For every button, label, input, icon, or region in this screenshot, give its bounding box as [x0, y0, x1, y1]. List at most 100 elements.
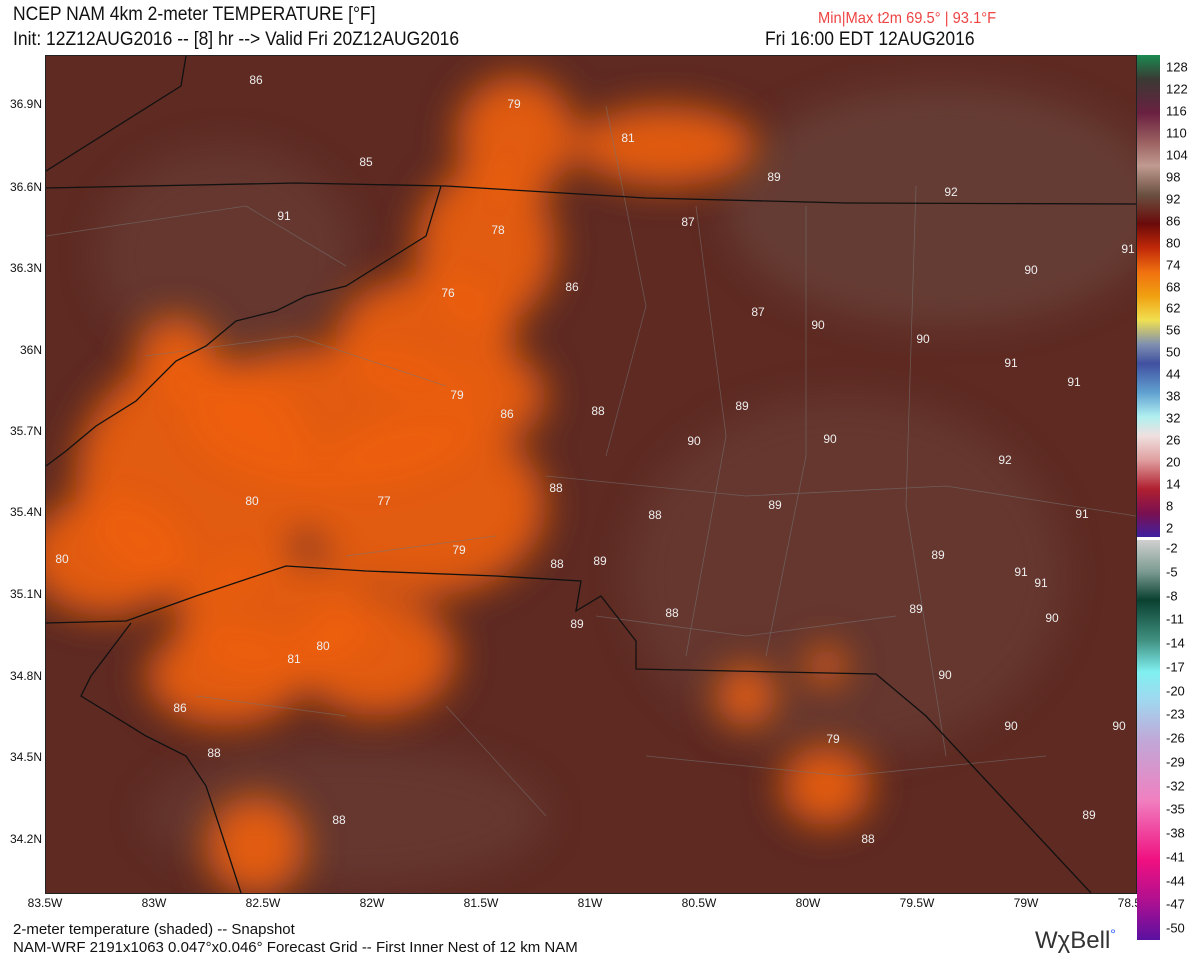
- latitude-label: 34.5N: [9, 750, 42, 764]
- colorbar-tick-label: 116: [1166, 103, 1187, 119]
- map-title: NCEP NAM 4km 2-meter TEMPERATURE [°F]: [13, 4, 376, 25]
- colorbar-tick-label: 8: [1166, 498, 1174, 514]
- min-max-readout: Min|Max t2m 69.5° | 93.1°F: [818, 10, 997, 27]
- warm-area: [146, 626, 306, 726]
- colorbar-tick-label: 98: [1166, 169, 1181, 185]
- temperature-label: 88: [332, 813, 346, 827]
- temperature-label: 89: [909, 602, 923, 616]
- colorbar-tick-label: 38: [1166, 388, 1181, 404]
- temperature-label: 91: [277, 209, 291, 223]
- colorbar-tick-label: 32: [1166, 410, 1181, 426]
- longitude-label: 79W: [1013, 896, 1039, 910]
- temperature-label: 90: [938, 668, 952, 682]
- warm-shading: [46, 76, 871, 893]
- colorbar-tick-label: -26: [1166, 730, 1185, 746]
- temperature-label: 79: [450, 388, 464, 402]
- warm-area: [806, 646, 846, 686]
- temperature-label: 76: [441, 286, 455, 300]
- warm-area: [306, 416, 546, 596]
- longitude-label: 83.5W: [27, 896, 63, 910]
- temperature-label: 78: [491, 223, 505, 237]
- colorbar-tick-label: 2: [1166, 520, 1174, 536]
- warm-area: [206, 796, 306, 893]
- colorbar-tick-label: 56: [1166, 322, 1181, 338]
- temperature-label: 89: [593, 554, 607, 568]
- temperature-label: 90: [1024, 263, 1038, 277]
- colorbar-tick-label: 104: [1166, 147, 1188, 163]
- temperature-label: 91: [1121, 242, 1135, 256]
- latitude-label: 34.8N: [9, 669, 42, 683]
- local-valid-time: Fri 16:00 EDT 12AUG2016: [765, 29, 975, 50]
- latitude-label: 36.9N: [9, 97, 42, 111]
- colorbar-positive: [1137, 55, 1160, 537]
- colorbar-tick-label: 74: [1166, 257, 1181, 273]
- temperature-label: 89: [768, 498, 782, 512]
- colorbar-tick-label: 110: [1166, 125, 1187, 141]
- latitude-label: 36.3N: [9, 261, 42, 275]
- colorbar-tick-label: 122: [1166, 81, 1188, 97]
- temperature-label: 77: [377, 494, 391, 508]
- latitude-label: 36.6N: [9, 180, 42, 194]
- colorbar-negative: [1137, 540, 1160, 940]
- temperature-label: 89: [931, 548, 945, 562]
- colorbar-tick-label: -2: [1166, 540, 1178, 556]
- colorbar-tick-label: 68: [1166, 279, 1181, 294]
- temperature-label: 86: [500, 407, 514, 421]
- temperature-label: 88: [591, 404, 605, 418]
- colorbar-tick-label: -17: [1166, 659, 1185, 675]
- temperature-label: 90: [1045, 611, 1059, 625]
- temperature-label: 86: [173, 701, 187, 715]
- longitude-label: 79.5W: [899, 896, 935, 910]
- colorbar-tick-label: -5: [1166, 564, 1178, 580]
- colorbar-tick-label: 62: [1166, 300, 1181, 316]
- longitude-label: 82W: [359, 896, 385, 910]
- longitude-label: 80W: [795, 896, 821, 910]
- temperature-label: 88: [861, 832, 875, 846]
- temperature-label: 87: [751, 305, 765, 319]
- temperature-label: 87: [681, 215, 695, 229]
- temperature-label: 88: [550, 557, 564, 571]
- colorbar-tick-label: -44: [1166, 873, 1185, 888]
- colorbar-tick-label: -41: [1166, 849, 1185, 865]
- temperature-label: 90: [823, 432, 837, 446]
- temperature-label: 92: [998, 453, 1012, 467]
- warm-area: [716, 666, 776, 726]
- temperature-label: 91: [1075, 507, 1089, 521]
- temperature-label: 88: [207, 746, 221, 760]
- colorbar-tick-label: -38: [1166, 825, 1185, 841]
- temperature-label: 92: [944, 185, 958, 199]
- temperature-label: 85: [359, 155, 373, 169]
- temperature-label: 81: [287, 652, 301, 666]
- colorbar-tick-label: 128: [1166, 59, 1188, 75]
- temperature-label: 91: [1004, 356, 1018, 370]
- footer-description: 2-meter temperature (shaded) -- Snapshot: [13, 921, 295, 938]
- temperature-label: 81: [621, 131, 635, 145]
- colorbar-tick-label: 44: [1166, 366, 1181, 382]
- colorbar-tick-label: 50: [1166, 344, 1181, 360]
- wxbell-logo: WχBell°: [1035, 926, 1116, 954]
- temperature-label: 90: [811, 318, 825, 332]
- colorbar-tick-label: -11: [1166, 611, 1184, 627]
- temperature-label: 91: [1014, 565, 1028, 579]
- temperature-label: 90: [1004, 719, 1018, 733]
- temperature-map: 86 79 81 85 89 92 91 78 87 90 91 76 86 87 90 90 91 91 79 86…: [45, 55, 1137, 894]
- longitude-label: 80.5W: [681, 896, 717, 910]
- longitude-label: 81.5W: [463, 896, 499, 910]
- init-valid-time: Init: 12Z12AUG2016 -- [8] hr --> Valid F…: [13, 29, 460, 50]
- state-borders: [46, 56, 1136, 893]
- cooler-brown-zone: [96, 86, 1136, 886]
- temperature-label: 79: [507, 97, 521, 111]
- warm-area: [136, 316, 216, 396]
- temperature-label: 89: [735, 399, 749, 413]
- colorbar-tick-label: -23: [1166, 706, 1185, 722]
- temperature-label: 88: [648, 508, 662, 522]
- colorbar-tick-label: -20: [1166, 683, 1185, 698]
- temperature-label: 90: [1112, 719, 1126, 733]
- colorbar-tick-label: -47: [1166, 896, 1185, 912]
- colorbar-tick-label: -14: [1166, 635, 1185, 651]
- colorbar-tick-label: 14: [1166, 476, 1181, 492]
- longitude-label: 81W: [577, 896, 603, 910]
- colorbar-tick-label: -29: [1166, 754, 1185, 770]
- latitude-label: 35.7N: [9, 424, 42, 438]
- longitude-label: 83W: [141, 896, 167, 910]
